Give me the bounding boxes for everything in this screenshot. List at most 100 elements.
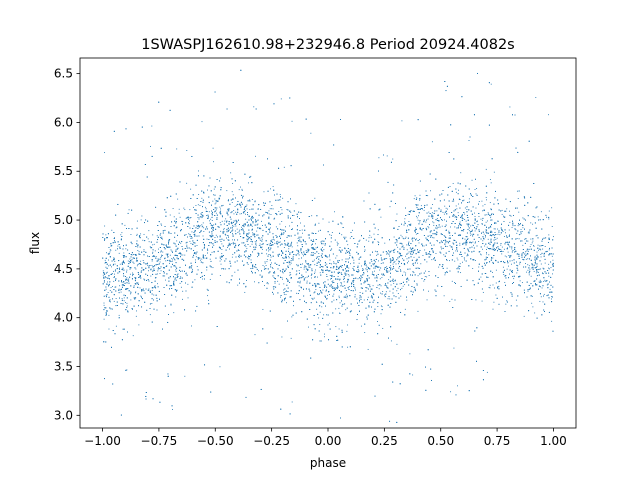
data-point [359,301,360,303]
data-point [246,225,248,227]
data-point [102,270,104,272]
data-point [219,206,221,208]
data-point [338,328,340,330]
data-point [156,235,158,237]
data-point [198,170,199,172]
data-point [105,288,107,290]
data-point [345,295,347,297]
data-point [263,266,265,268]
data-point [504,255,506,257]
data-point [269,227,271,229]
data-point [202,222,204,224]
data-point [551,320,553,322]
data-point [108,314,110,316]
data-point [214,237,216,238]
data-point [322,250,324,252]
data-point [398,260,400,262]
data-point [474,242,476,244]
data-point [393,236,395,238]
data-point [277,280,279,282]
data-point [228,223,230,225]
data-point [405,272,407,274]
data-point [474,218,476,220]
data-point [281,336,283,338]
data-point [238,189,240,191]
data-point [410,223,412,225]
data-point [388,279,390,281]
data-point [107,281,108,283]
data-point [457,385,458,387]
data-point [474,212,476,214]
data-point [346,281,348,283]
data-point [397,287,399,289]
data-point [460,272,462,274]
data-point [254,200,256,202]
data-point [215,202,217,204]
data-point [135,315,137,317]
data-point [490,219,492,221]
data-point [259,243,261,245]
data-point [356,298,358,300]
data-point [528,250,529,252]
data-point [429,234,431,236]
data-point [551,226,553,227]
data-point [392,258,394,260]
data-point [299,238,301,240]
data-point [179,216,181,218]
data-point [196,225,198,227]
data-point [176,255,178,256]
data-point [244,210,246,212]
data-point [152,270,154,272]
data-point [405,278,407,280]
data-point [537,271,539,273]
data-point [455,250,457,252]
data-point [484,272,486,274]
data-point [105,295,107,297]
data-point [535,263,537,265]
data-point [368,240,370,242]
data-point [231,202,233,203]
data-point [323,336,325,338]
data-point [341,283,343,285]
data-point [544,262,546,264]
data-point [312,248,314,250]
data-point [541,287,543,289]
data-point [488,226,490,228]
data-point [518,238,520,240]
data-point [359,292,361,293]
data-point [551,207,553,209]
data-point [489,202,491,204]
data-point [297,245,299,247]
data-point [546,216,548,218]
data-point [148,280,150,282]
data-point [336,278,338,280]
data-point [468,230,470,232]
data-point [263,191,265,193]
data-point [552,265,554,267]
data-point [319,272,321,274]
data-point [552,236,554,238]
data-point [327,279,329,281]
data-point [213,188,215,190]
data-point [310,254,312,256]
data-point [288,255,290,257]
data-point [461,238,463,240]
data-point [323,314,325,316]
data-point [540,296,542,298]
data-point [230,222,232,224]
data-point [326,314,327,316]
data-point [283,289,285,291]
data-point [233,225,235,227]
data-point [236,220,238,222]
data-point [206,288,208,290]
data-point [446,267,448,269]
data-point [228,242,230,244]
data-point [185,234,187,235]
data-point [413,249,415,251]
data-point [313,240,315,242]
data-point [329,234,331,236]
data-point [423,280,425,282]
data-point [282,278,283,280]
data-point [243,264,244,266]
data-point [159,261,161,263]
